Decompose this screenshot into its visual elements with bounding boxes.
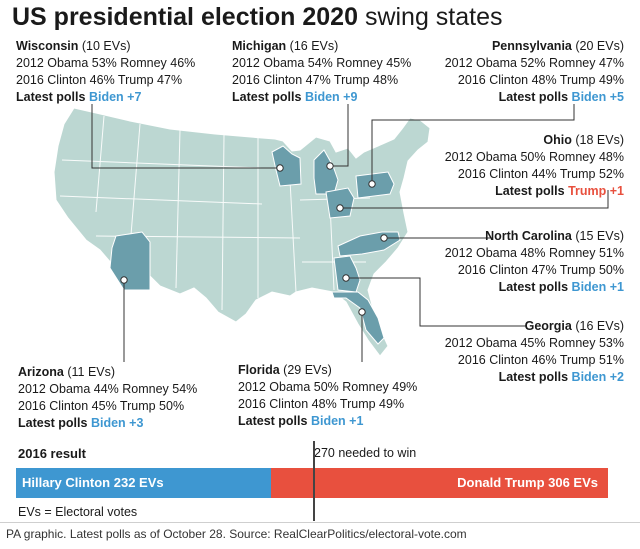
- clinton-bar: Hillary Clinton 232 EVs: [16, 468, 271, 498]
- leader-lines: [91, 104, 609, 362]
- state-name: Michigan: [232, 39, 287, 53]
- callout-michigan: Michigan (16 EVs) 2012 Obama 54% Romney …: [232, 38, 411, 106]
- result-2016: 2016 Clinton 45% Trump 50%: [18, 399, 185, 413]
- page-title: US presidential election 2020 swing stat…: [12, 2, 503, 32]
- state-ohio: [325, 187, 355, 219]
- latest-polls-value: Trump +1: [568, 184, 624, 198]
- latest-polls-value: Biden +7: [88, 90, 142, 104]
- latest-polls-label: Latest polls: [498, 90, 569, 104]
- latest-polls-value: Biden +9: [304, 90, 358, 104]
- result-label: 2016 result: [18, 446, 86, 461]
- result-2012: 2012 Obama 53% Romney 46%: [16, 56, 196, 70]
- callout-north-carolina: North Carolina (15 EVs) 2012 Obama 48% R…: [445, 228, 624, 296]
- latest-polls-label: Latest polls: [498, 370, 569, 384]
- swing-states: [109, 145, 401, 345]
- source-note: PA graphic. Latest polls as of October 2…: [6, 527, 467, 541]
- callout-wisconsin: Wisconsin (10 EVs) 2012 Obama 53% Romney…: [16, 38, 195, 106]
- result-2016: 2016 Clinton 48% Trump 49%: [457, 73, 624, 87]
- state-name: North Carolina: [485, 229, 572, 243]
- result-2016: 2016 Clinton 46% Trump 51%: [457, 353, 624, 367]
- latest-polls-value: Biden +2: [571, 370, 624, 384]
- result-2012: 2012 Obama 44% Romney 54%: [18, 382, 198, 396]
- latest-polls-value: Biden +5: [571, 90, 624, 104]
- result-2012: 2012 Obama 50% Romney 49%: [238, 380, 418, 394]
- leader-pennsylvania: [371, 104, 575, 184]
- callout-ohio: Ohio (18 EVs) 2012 Obama 50% Romney 48% …: [445, 132, 624, 200]
- state-wisconsin: [271, 145, 302, 187]
- clinton-bar-label: Hillary Clinton 232 EVs: [22, 475, 164, 490]
- state-name: Ohio: [543, 133, 572, 147]
- state-michigan: [313, 149, 339, 195]
- result-2016: 2016 Clinton 46% Trump 47%: [16, 73, 183, 87]
- result-2016: 2016 Clinton 48% Trump 49%: [238, 397, 405, 411]
- result-2016: 2016 Clinton 47% Trump 48%: [232, 73, 399, 87]
- state-evs: (16 EVs): [575, 319, 624, 333]
- trump-bar: Donald Trump 306 EVs: [271, 468, 608, 498]
- leader-ohio: [340, 190, 609, 209]
- needed-to-win-label: 270 needed to win: [314, 446, 417, 460]
- latest-polls-label: Latest polls: [16, 90, 86, 104]
- result-2012: 2012 Obama 48% Romney 51%: [444, 246, 624, 260]
- leader-georgia: [346, 277, 526, 327]
- callout-pennsylvania: Pennsylvania (20 EVs) 2012 Obama 52% Rom…: [445, 38, 624, 106]
- state-evs: (29 EVs): [283, 363, 332, 377]
- state-name: Wisconsin: [16, 39, 79, 53]
- state-evs: (15 EVs): [575, 229, 624, 243]
- state-evs: (10 EVs): [81, 39, 131, 53]
- state-evs: (18 EVs): [575, 133, 624, 147]
- state-georgia: [333, 255, 361, 293]
- evs-note: EVs = Electoral votes: [18, 505, 138, 519]
- footer-divider: [0, 522, 640, 523]
- latest-polls-label: Latest polls: [498, 280, 569, 294]
- needed-to-win-marker: [313, 441, 315, 521]
- state-florida: [331, 291, 385, 345]
- result-2012: 2012 Obama 45% Romney 53%: [444, 336, 624, 350]
- callout-arizona: Arizona (11 EVs) 2012 Obama 44% Romney 5…: [18, 364, 197, 432]
- latest-polls-value: Biden +3: [90, 416, 144, 430]
- title-light: swing states: [364, 3, 503, 31]
- result-2012: 2012 Obama 54% Romney 45%: [232, 56, 412, 70]
- leader-wisconsin: [91, 104, 280, 169]
- latest-polls-label: Latest polls: [232, 90, 302, 104]
- latest-polls-value: Biden +1: [310, 414, 364, 428]
- latest-polls-value: Biden +1: [571, 280, 624, 294]
- state-evs: (16 EVs): [289, 39, 339, 53]
- title-bold: US presidential election 2020: [12, 3, 358, 31]
- latest-polls-label: Latest polls: [18, 416, 88, 430]
- leader-michigan: [330, 104, 349, 167]
- state-name: Georgia: [524, 319, 572, 333]
- callout-georgia: Georgia (16 EVs) 2012 Obama 45% Romney 5…: [445, 318, 624, 386]
- state-evs: (11 EVs): [67, 365, 116, 379]
- result-2012: 2012 Obama 50% Romney 48%: [444, 150, 624, 164]
- state-name: Arizona: [18, 365, 64, 379]
- result-2012: 2012 Obama 52% Romney 47%: [444, 56, 624, 70]
- leader-dots: [120, 162, 388, 316]
- latest-polls-label: Latest polls: [238, 414, 308, 428]
- state-name: Florida: [238, 363, 280, 377]
- state-evs: (20 EVs): [575, 39, 624, 53]
- callout-florida: Florida (29 EVs) 2012 Obama 50% Romney 4…: [238, 362, 417, 430]
- trump-bar-label: Donald Trump 306 EVs: [457, 475, 598, 490]
- result-2016: 2016 Clinton 44% Trump 52%: [457, 167, 624, 181]
- result-2016: 2016 Clinton 47% Trump 50%: [457, 263, 624, 277]
- state-arizona: [109, 231, 151, 291]
- latest-polls-label: Latest polls: [495, 184, 565, 198]
- state-name: Pennsylvania: [491, 39, 572, 53]
